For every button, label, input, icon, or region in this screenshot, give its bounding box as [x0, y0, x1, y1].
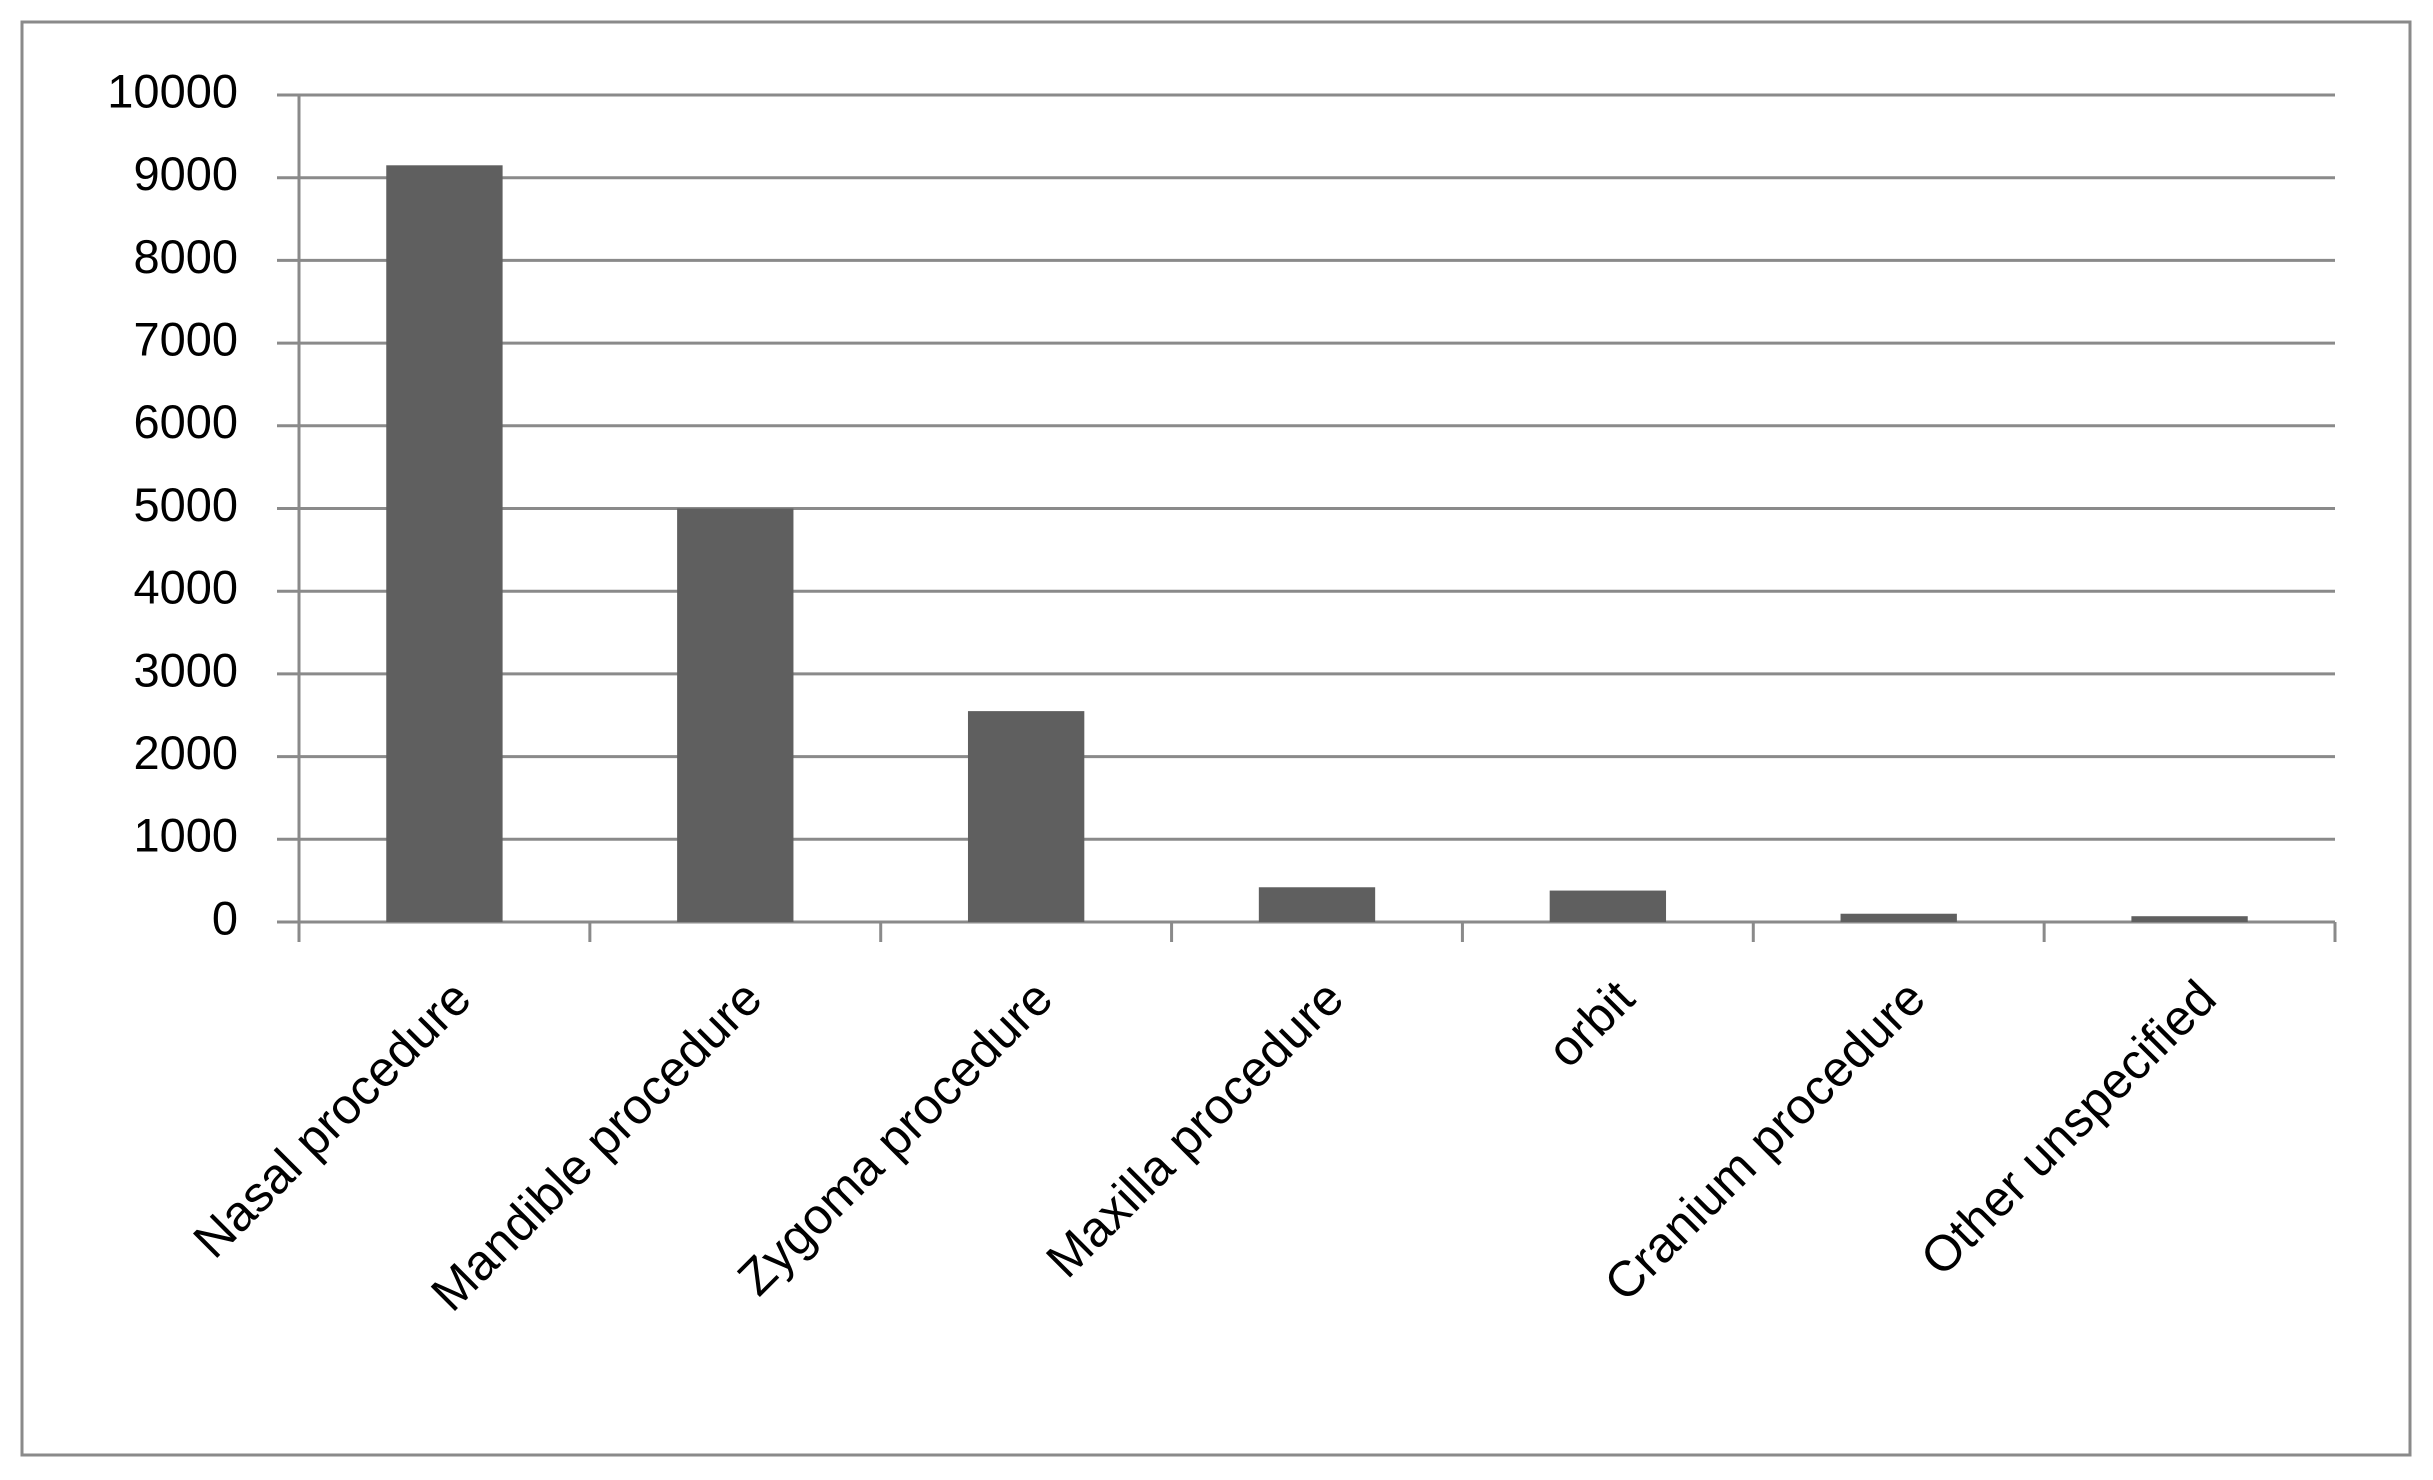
y-tick-label: 0	[212, 891, 238, 944]
bar	[2131, 916, 2248, 922]
y-tick-label: 4000	[133, 561, 238, 614]
y-tick-label: 6000	[133, 395, 238, 448]
y-tick-label: 5000	[133, 478, 238, 531]
chart-frame	[20, 20, 2412, 1457]
bar	[1549, 890, 1667, 922]
bar	[1258, 887, 1376, 922]
bar	[967, 711, 1085, 922]
y-tick-label: 7000	[133, 313, 238, 366]
bar	[1840, 913, 1957, 922]
y-tick-label: 2000	[133, 726, 238, 779]
y-tick-label: 3000	[133, 643, 238, 696]
y-tick-label: 10000	[107, 64, 238, 117]
y-tick-label: 9000	[133, 147, 238, 200]
y-tick-label: 8000	[133, 230, 238, 283]
bar	[677, 508, 794, 922]
bar	[386, 165, 503, 923]
y-tick-label: 1000	[133, 809, 238, 862]
